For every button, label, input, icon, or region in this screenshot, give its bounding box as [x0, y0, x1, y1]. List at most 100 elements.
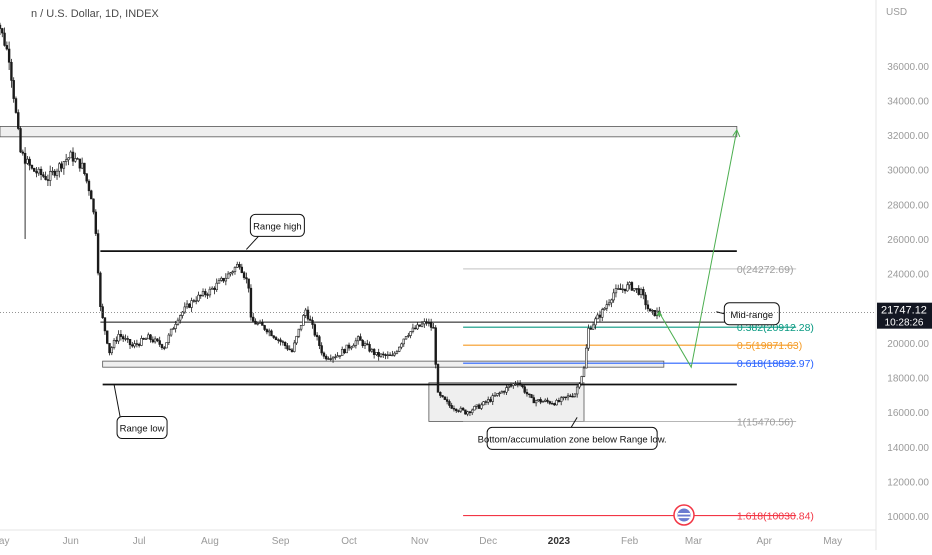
candle-body [10, 61, 13, 81]
candle-body [498, 392, 501, 395]
y-tick-label: 24000.00 [887, 270, 929, 281]
x-tick-label: Feb [621, 536, 639, 547]
candle-body [183, 306, 186, 313]
candle-body [491, 395, 494, 402]
candle-body [646, 304, 650, 310]
candle-body [347, 344, 351, 349]
candle-body [443, 396, 447, 400]
candle-body [375, 352, 378, 355]
candle-body [361, 340, 364, 346]
candle-body [197, 294, 200, 302]
candle-body [457, 410, 460, 412]
candle-body [334, 356, 337, 359]
candle-body [26, 158, 29, 164]
candle-body [555, 400, 558, 406]
candle-body [393, 352, 396, 356]
candle-body [44, 176, 47, 180]
candle-body [21, 151, 25, 154]
candle-body [461, 407, 465, 411]
candle-body [537, 399, 540, 402]
callout-label: Range high [253, 221, 302, 232]
callout-pointer [246, 236, 259, 250]
candle-body [309, 318, 312, 321]
callout-label: Range low [120, 424, 165, 435]
fib-level-label: 1(15470.56) [737, 416, 794, 428]
candle-body [124, 338, 127, 340]
y-tick-label: 18000.00 [887, 374, 929, 385]
candle-body [297, 328, 301, 337]
candle-body [192, 300, 196, 302]
candle-body [115, 340, 118, 342]
candle-body [575, 386, 579, 395]
candle-body [299, 325, 303, 330]
y-tick-label: 28000.00 [887, 200, 929, 211]
candle-body [28, 158, 31, 166]
candle-body [601, 309, 604, 318]
candle-body [528, 393, 531, 396]
candle-body [352, 345, 355, 348]
candle-body [306, 309, 310, 320]
candle-body [76, 158, 79, 160]
candle-body [277, 339, 280, 341]
candle-body [190, 300, 193, 308]
y-tick-label: 26000.00 [887, 235, 929, 246]
y-tick-label: 34000.00 [887, 96, 929, 107]
candle-body [651, 310, 654, 312]
candle-body [208, 288, 212, 296]
candle-body [512, 383, 515, 386]
candle-body [395, 351, 399, 354]
candle-body [648, 308, 652, 312]
candle-body [439, 392, 442, 396]
candle-body [585, 347, 588, 369]
candle-body [391, 354, 394, 357]
candle-body [340, 349, 344, 356]
candle-body [46, 179, 50, 181]
candle-body [311, 320, 314, 325]
candle-body [137, 343, 141, 346]
candle-body [48, 171, 52, 181]
zone-box [102, 360, 665, 368]
flag-icon-stripe [678, 516, 690, 519]
candle-body [582, 367, 586, 377]
candle-body [85, 173, 88, 182]
candle-body [37, 168, 40, 174]
time-axis[interactable]: May Jun Jul Aug Sep Oct Nov Dec 2023 Feb Mar Apr May [0, 536, 842, 547]
levels-layer [100, 250, 737, 386]
candle-body [92, 198, 95, 213]
candle-body [587, 327, 590, 349]
candle-body [131, 344, 134, 347]
candle-body [507, 385, 510, 388]
callout-label: Mid-range [730, 310, 773, 321]
candle-body [247, 278, 250, 289]
candle-body [30, 165, 34, 169]
candle-body [521, 384, 524, 388]
x-tick-label: May [823, 536, 842, 547]
broadcast-badge[interactable] [673, 504, 695, 526]
callout-box [249, 213, 305, 237]
candle-body [523, 386, 526, 393]
candle-body [436, 364, 440, 393]
x-tick-label: May [0, 536, 9, 547]
candle-body [366, 343, 369, 345]
y-tick-label: 10000.00 [887, 512, 929, 523]
candle-body [623, 288, 627, 292]
candle-body [110, 347, 113, 354]
callout-box [116, 416, 168, 440]
x-tick-label: Nov [411, 536, 429, 547]
x-tick-label: Aug [201, 536, 219, 547]
candle-body [121, 336, 125, 340]
candle-body [74, 158, 77, 162]
candle-body [144, 338, 148, 340]
projection-layer [656, 128, 741, 369]
candle-body [194, 300, 198, 302]
y-tick-label: 36000.00 [887, 62, 929, 73]
candle-body [0, 24, 2, 29]
candle-body [434, 327, 437, 365]
candle-body [407, 335, 410, 337]
candle-body [99, 272, 102, 307]
candle-body [179, 315, 182, 321]
candle-body [142, 338, 145, 340]
candle-body [459, 407, 463, 412]
